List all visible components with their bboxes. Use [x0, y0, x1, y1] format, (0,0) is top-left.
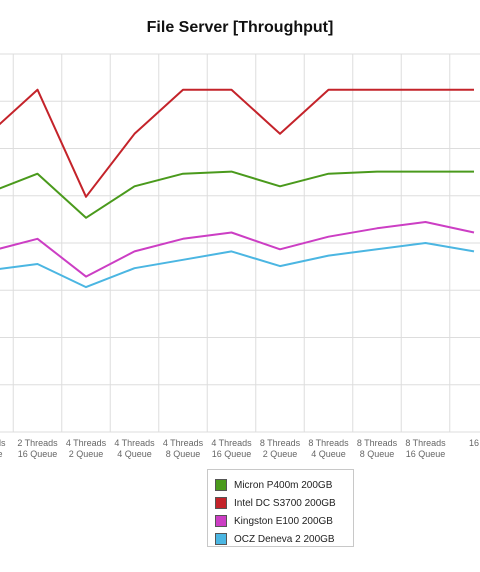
x-tick-label: 8 Threads — [405, 438, 446, 448]
x-tick-label: 8 Queue — [166, 449, 201, 459]
x-tick-label: 2 Queue — [263, 449, 298, 459]
x-tick-label: 4 Threads — [114, 438, 155, 448]
x-tick-label: 16 Queue — [406, 449, 446, 459]
series-line-intel-dc-s3700-200gb — [0, 88, 474, 198]
legend-item: Kingston E100 200GB — [208, 512, 353, 530]
x-tick-label: 16 Queue — [18, 449, 58, 459]
series-line-kingston-e100-200gb — [0, 221, 475, 278]
x-tick-label: 2 Queue — [69, 449, 104, 459]
series-line-micron-p400m-200gb — [0, 170, 474, 219]
x-tick-label: 4 Queue — [117, 449, 152, 459]
x-tick-label: 2 Threads — [17, 438, 58, 448]
x-tick-label: Queue — [0, 449, 3, 459]
x-tick-label: 8 Threads — [260, 438, 301, 448]
legend-swatch — [215, 533, 227, 545]
legend-item: Micron P400m 200GB — [208, 476, 353, 494]
legend-swatch — [215, 479, 227, 491]
legend-swatch — [215, 515, 227, 527]
x-tick-label: 4 Threads — [211, 438, 252, 448]
chart-title: File Server [Throughput] — [146, 19, 334, 36]
series-line-ocz-deneva-2-200gb — [0, 242, 475, 289]
x-tick-label: 16 — [469, 438, 479, 448]
legend-item: OCZ Deneva 2 200GB — [208, 530, 353, 548]
x-tick-label: 4 Threads — [163, 438, 204, 448]
legend-label: Micron P400m 200GB — [234, 479, 333, 491]
legend-swatch — [215, 497, 227, 509]
legend-label: OCZ Deneva 2 200GB — [234, 533, 335, 545]
legend-label: Intel DC S3700 200GB — [234, 497, 336, 509]
legend-label: Kingston E100 200GB — [234, 515, 333, 527]
legend: Micron P400m 200GB Intel DC S3700 200GB Ki… — [207, 469, 354, 547]
x-tick-label: 4 Threads — [66, 438, 107, 448]
grid — [0, 53, 480, 433]
legend-item: Intel DC S3700 200GB — [208, 494, 353, 512]
x-tick-label: 16 Queue — [212, 449, 252, 459]
x-tick-label: 8 Queue — [360, 449, 395, 459]
x-tick-label: 4 Queue — [311, 449, 346, 459]
series-lines — [0, 88, 475, 289]
x-tick-label: 8 Threads — [308, 438, 349, 448]
x-tick-label: 8 Threads — [357, 438, 398, 448]
x-tick-label: Threads — [0, 438, 6, 448]
